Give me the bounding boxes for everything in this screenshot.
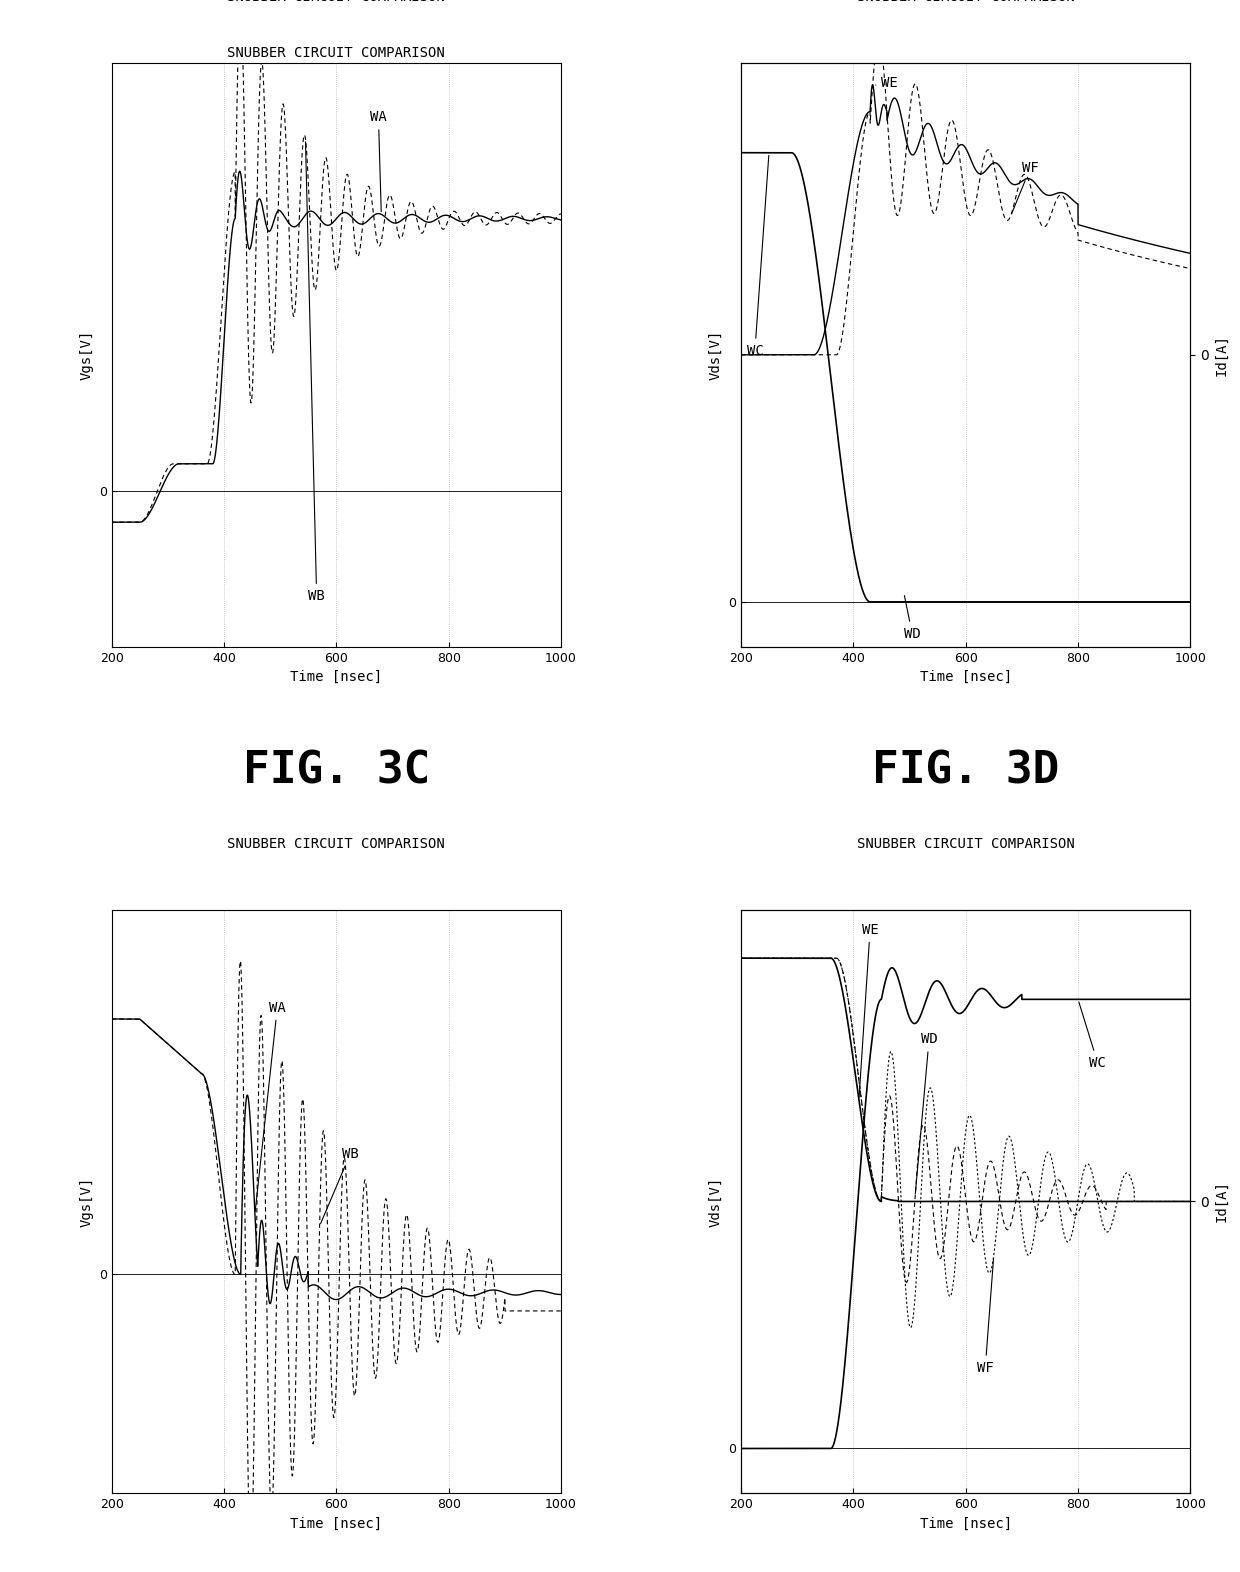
Y-axis label: Id[A]: Id[A] [1214,1181,1229,1223]
Text: SNUBBER CIRCUIT COMPARISON: SNUBBER CIRCUIT COMPARISON [857,838,1075,850]
Text: WE: WE [875,75,898,90]
Text: WB: WB [305,141,325,604]
Text: WC: WC [1079,1001,1106,1069]
Text: FIG. 3D: FIG. 3D [872,750,1059,792]
Y-axis label: Vgs[V]: Vgs[V] [79,1176,93,1226]
Text: WA: WA [370,110,387,212]
Y-axis label: Vds[V]: Vds[V] [708,1176,723,1226]
X-axis label: Time [nsec]: Time [nsec] [290,1517,382,1531]
Text: WD: WD [915,1033,937,1193]
Y-axis label: Id[A]: Id[A] [1214,333,1229,376]
X-axis label: Time [nsec]: Time [nsec] [290,670,382,684]
Text: WE: WE [859,923,878,1097]
Title: SNUBBER CIRCUIT COMPARISON: SNUBBER CIRCUIT COMPARISON [227,46,445,60]
Text: SNUBBER CIRCUIT COMPARISON: SNUBBER CIRCUIT COMPARISON [857,0,1075,5]
X-axis label: Time [nsec]: Time [nsec] [920,670,1012,684]
Text: WB: WB [321,1146,358,1223]
Y-axis label: Vgs[V]: Vgs[V] [79,330,93,380]
Text: SNUBBER CIRCUIT COMPARISON: SNUBBER CIRCUIT COMPARISON [227,0,445,5]
Text: WF: WF [1012,162,1039,214]
Text: WD: WD [904,596,920,641]
Text: FIG. 3C: FIG. 3C [243,750,430,792]
Y-axis label: Vds[V]: Vds[V] [708,330,723,380]
Text: WF: WF [977,1259,993,1376]
X-axis label: Time [nsec]: Time [nsec] [920,1517,1012,1531]
Text: WC: WC [746,156,769,358]
Text: WA: WA [255,1001,285,1212]
Text: SNUBBER CIRCUIT COMPARISON: SNUBBER CIRCUIT COMPARISON [227,838,445,850]
